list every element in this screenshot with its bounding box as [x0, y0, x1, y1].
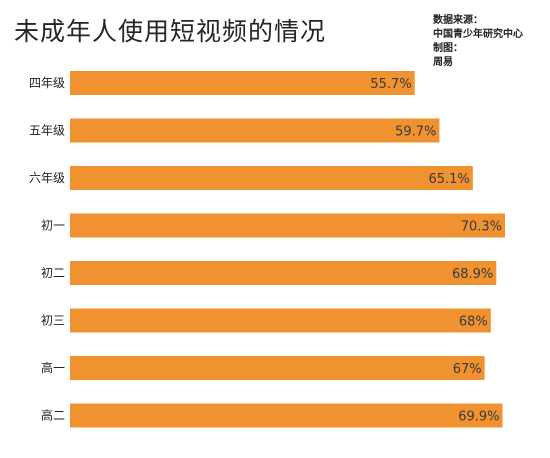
category-label: 四年级: [29, 76, 65, 90]
bar-3: [70, 213, 505, 238]
bar-2: [70, 166, 473, 190]
value-label: 55.7%: [370, 77, 411, 92]
chart-title: 未成年人使用短视频的情况: [14, 17, 327, 46]
bar-5: [70, 308, 491, 333]
category-label: 五年级: [29, 124, 65, 138]
category-label: 初三: [41, 314, 65, 328]
source-value: 中国青少年研究中心: [433, 29, 523, 40]
value-label: 68.9%: [452, 267, 493, 282]
bar-7: [70, 403, 503, 428]
author-value: 周易: [433, 57, 453, 68]
source-label: 数据来源：: [433, 15, 483, 26]
category-label: 初二: [41, 266, 65, 280]
bar-4: [70, 261, 497, 285]
category-label: 六年级: [29, 171, 65, 185]
bar-6: [70, 356, 485, 380]
author-label: 制图：: [433, 43, 463, 54]
value-label: 67%: [453, 362, 482, 377]
value-label: 65.1%: [428, 172, 469, 187]
value-label: 70.3%: [461, 220, 502, 235]
bar-1: [70, 118, 440, 143]
category-label: 高一: [41, 360, 65, 375]
value-label: 68%: [459, 315, 488, 330]
bar-0: [70, 71, 415, 95]
category-label: 初一: [41, 219, 65, 233]
category-label: 高二: [41, 408, 65, 423]
source-note: 数据来源： 中国青少年研究中心 制图： 周易: [433, 14, 523, 70]
value-label: 69.9%: [458, 410, 499, 425]
value-label: 59.7%: [395, 125, 436, 140]
